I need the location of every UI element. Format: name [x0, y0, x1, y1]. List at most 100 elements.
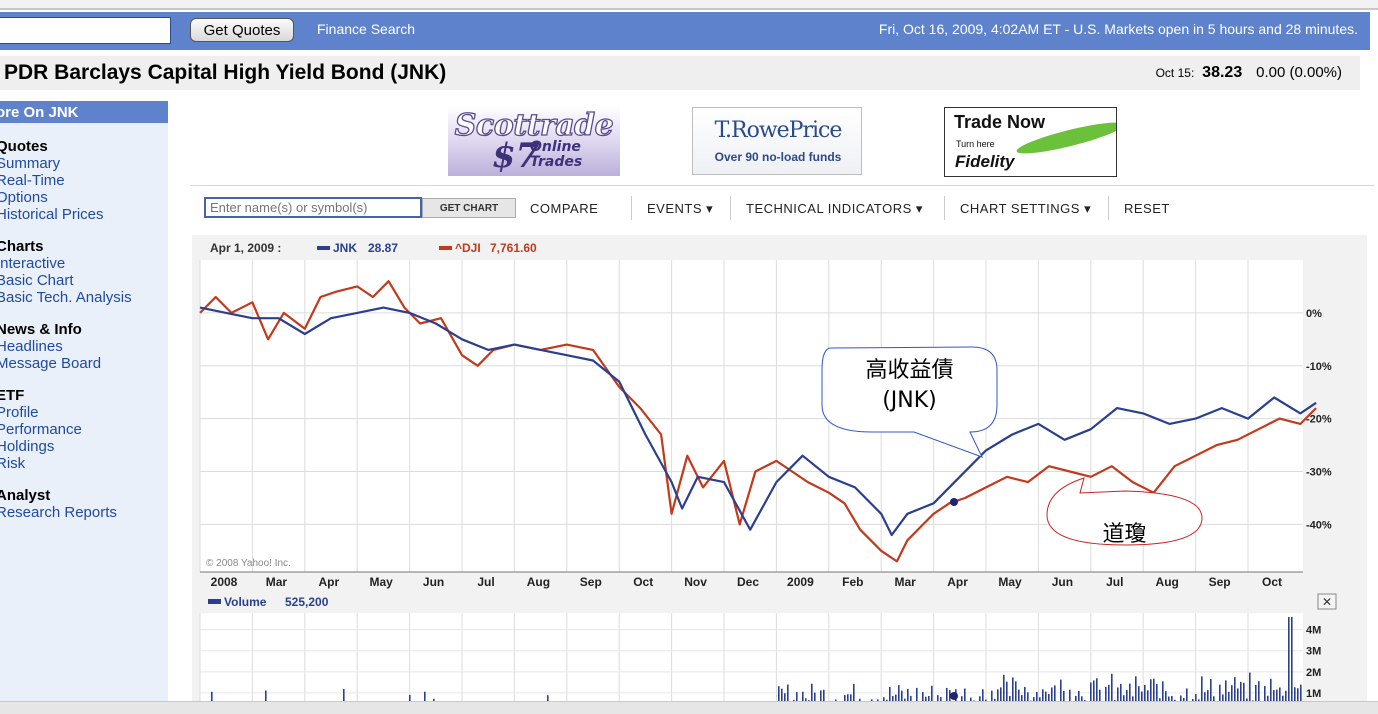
volume-bar: [1243, 682, 1245, 714]
sidebar-item-summary[interactable]: Summary: [0, 155, 61, 172]
y-tick-label: -20%: [1306, 414, 1332, 426]
sidebar-item-message-board[interactable]: Message Board: [0, 355, 102, 372]
volume-bar: [1264, 686, 1266, 714]
title-row: PDR Barclays Capital High Yield Bond (JN…: [0, 56, 1360, 90]
chart-symbol-input[interactable]: [204, 197, 422, 218]
y-tick-label: -10%: [1306, 361, 1332, 373]
sidebar-item-risk[interactable]: Risk: [0, 455, 26, 472]
volume-bar: [1006, 681, 1008, 714]
legend-series-jnk: JNK: [333, 241, 357, 255]
get-chart-button[interactable]: GET CHART: [422, 198, 516, 218]
sidebar-item-performance[interactable]: Performance: [0, 421, 82, 438]
legend-value-jnk: 28.87: [368, 241, 398, 255]
scottrade-ad[interactable]: Scottrade $7 Online Trades: [448, 106, 620, 176]
price-chart[interactable]: Apr 1, 2009 : JNK 28.87 ^DJI 7,761.60 © …: [192, 235, 1367, 714]
legend-date: Apr 1, 2009 :: [210, 241, 281, 255]
sidebar-item-holdings[interactable]: Holdings: [0, 438, 55, 455]
volume-bar: [1012, 677, 1014, 714]
quote-search-input[interactable]: [0, 17, 171, 44]
sidebar-item-headlines[interactable]: Headlines: [0, 338, 63, 355]
sidebar-item-historical-prices[interactable]: Historical Prices: [0, 206, 104, 223]
events-menu[interactable]: EVENTS ▾: [647, 201, 713, 217]
sidebar-group-title: Charts: [0, 238, 44, 255]
volume-bar: [946, 687, 948, 714]
x-tick-label: May: [370, 575, 394, 589]
reset-button[interactable]: RESET: [1124, 201, 1170, 216]
y-tick-label: 0%: [1306, 308, 1322, 320]
technical-indicators-label: TECHNICAL INDICATORS: [746, 201, 912, 216]
close-volume-button[interactable]: ✕: [1317, 593, 1337, 610]
sidebar-item-basic-tech-analysis[interactable]: Basic Tech. Analysis: [0, 289, 132, 306]
toolbar-divider: [631, 196, 632, 220]
sidebar-group-charts: Charts Interactive Basic Chart Basic Tec…: [0, 238, 168, 306]
volume-bar: [1249, 672, 1251, 714]
x-tick-label: Apr: [318, 575, 339, 589]
sidebar-item-options[interactable]: Options: [0, 189, 48, 206]
chart-settings-menu[interactable]: CHART SETTINGS ▾: [960, 201, 1091, 217]
x-tick-label: Oct: [1262, 575, 1282, 589]
fidelity-ad[interactable]: Trade Now Turn here Fidelity: [944, 107, 1117, 177]
chart-series: [199, 280, 1317, 563]
sidebar-item-real-time[interactable]: Real-Time: [0, 172, 65, 189]
page-title: PDR Barclays Capital High Yield Bond (JN…: [4, 61, 447, 84]
x-tick-label: Aug: [527, 575, 550, 589]
sidebar-item-profile[interactable]: Profile: [0, 404, 39, 421]
compare-button[interactable]: COMPARE: [530, 201, 599, 216]
get-quotes-button[interactable]: Get Quotes: [190, 18, 294, 42]
x-tick-label: Jun: [423, 575, 444, 589]
events-label: EVENTS: [647, 201, 703, 216]
x-tick-label: May: [998, 575, 1022, 589]
x-tick-label: Sep: [580, 575, 602, 589]
series-line-dji: [199, 280, 1317, 563]
volume-plot-area: [200, 613, 1303, 714]
volume-tick-label: 2M: [1306, 667, 1321, 679]
x-tick-label: Mar: [895, 575, 917, 589]
toolbar-divider: [944, 196, 945, 220]
volume-bar: [1153, 678, 1155, 714]
sidebar-item-basic-chart[interactable]: Basic Chart: [0, 272, 74, 289]
legend-swatch-jnk: [317, 246, 330, 250]
quote-change: 0.00 (0.00%): [1256, 64, 1342, 81]
volume-bar: [1231, 685, 1233, 714]
scottrade-tagline: Online Trades: [530, 140, 582, 170]
volume-bar: [1279, 687, 1281, 714]
fidelity-headline: Trade Now: [954, 112, 1046, 132]
volume-bar: [1234, 677, 1236, 714]
chart-settings-label: CHART SETTINGS: [960, 201, 1080, 216]
volume-legend-label: Volume: [224, 595, 267, 609]
finance-search-link[interactable]: Finance Search: [317, 21, 416, 37]
scottrade-price: $7: [492, 136, 540, 176]
legend-series-dji: ^DJI: [455, 241, 481, 255]
technical-indicators-menu[interactable]: TECHNICAL INDICATORS ▾: [746, 201, 923, 217]
volume-bar: [889, 687, 891, 714]
volume-bar: [1150, 679, 1152, 714]
volume-bar: [1000, 687, 1002, 714]
jnk-callout-line2: (JNK): [882, 388, 937, 413]
trowe-price-logo: T.RowePrice: [714, 118, 843, 143]
sidebar-item-research-reports[interactable]: Research Reports: [0, 504, 117, 521]
close-volume-box: [1317, 593, 1337, 610]
volume-axis-ticks: 4M 3M 2M 1M: [1306, 625, 1321, 700]
volume-bar: [1051, 687, 1053, 714]
y-tick-label: -30%: [1306, 467, 1332, 479]
volume-bar: [1111, 673, 1113, 714]
sidebar-item-interactive[interactable]: Interactive: [0, 255, 66, 272]
sidebar-header: ore On JNK: [0, 101, 168, 123]
fidelity-turn-here: Turn here: [956, 139, 995, 149]
y-tick-label: -40%: [1306, 519, 1332, 531]
volume-grid: [199, 613, 1303, 714]
trowe-price-ad[interactable]: T.RowePrice Over 90 no-load funds: [692, 107, 862, 175]
legend-value-dji: 7,761.60: [490, 241, 537, 255]
dji-callout-text: 道瓊: [1102, 522, 1147, 547]
volume-tick-label: 1M: [1306, 688, 1321, 700]
volume-tick-label: 3M: [1306, 646, 1321, 658]
volume-bar: [1201, 676, 1203, 714]
quote-summary: Oct 15: 38.23 0.00 (0.00%): [1156, 64, 1342, 82]
window-top-strip: [0, 0, 1378, 10]
apr-volume-marker-dot: [950, 692, 958, 700]
apr-marker-dot: [950, 498, 958, 506]
sidebar-group-etf: ETF Profile Performance Holdings Risk: [0, 387, 168, 472]
series-line-jnk: [199, 306, 1317, 537]
volume-bar: [1156, 684, 1158, 714]
volume-bar: [1294, 687, 1296, 714]
